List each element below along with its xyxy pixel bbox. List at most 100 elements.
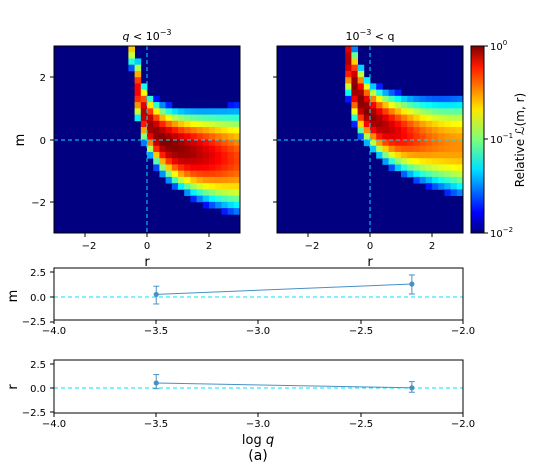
colorbar-tick-label: 100 <box>490 39 507 53</box>
heatmap-cell <box>438 95 445 103</box>
heatmap-cell <box>444 127 451 134</box>
heatmap-cell <box>419 108 427 115</box>
heatmap-cell <box>196 170 204 178</box>
heatmap-cell <box>190 170 197 178</box>
heatmap-cell <box>209 127 216 134</box>
heatmap-cell <box>401 127 408 134</box>
heatmap-cell <box>394 102 402 109</box>
heatmap-cell <box>196 151 204 159</box>
heatmap-cell <box>394 164 402 172</box>
heatmap-cell <box>128 58 135 66</box>
heatmap-cell <box>413 127 420 134</box>
heatmap-cell <box>382 114 389 122</box>
heatmap-cell <box>363 114 371 122</box>
heatmap-cell <box>413 95 420 103</box>
heatmap-cell <box>209 201 216 209</box>
heatmap-cell <box>134 114 142 122</box>
heatmap-cell <box>233 151 241 159</box>
heatmap-cell <box>196 139 204 147</box>
heatmap-cell <box>147 151 154 159</box>
heatmap-cell <box>357 102 365 109</box>
heatmap-cell <box>450 170 458 178</box>
heatmap-cell <box>184 139 191 147</box>
heatmap-cell <box>425 170 433 178</box>
heatmap-cell <box>450 183 458 190</box>
heatmap-panel-high-q: 10−3 < q −2 0 2 r <box>273 28 464 270</box>
heatmap-cell <box>419 95 427 103</box>
heatmap-cell <box>419 158 427 165</box>
heatmap-cell <box>190 151 197 159</box>
heatmap-cell <box>153 133 160 140</box>
heatmap-low-q-ytick-label: 2 <box>40 73 46 84</box>
heatmap-high-q-title: 10−3 < q <box>346 28 395 43</box>
heatmap-cell <box>401 145 408 153</box>
heatmap-low-q-xtick-label: 0 <box>144 241 150 252</box>
r-panel-x-ticks: −4.0 −3.5 −3.0 −2.5 −2.0 <box>42 413 475 430</box>
data-point <box>153 380 159 386</box>
heatmap-cell <box>153 127 160 134</box>
heatmap-cell <box>153 120 160 128</box>
heatmap-cell <box>401 95 408 103</box>
heatmap-cell <box>376 114 383 122</box>
heatmap-cell <box>165 114 173 122</box>
heatmap-cell <box>165 151 173 159</box>
heatmap-cell <box>370 139 377 147</box>
heatmap-cell <box>209 145 216 153</box>
heatmap-cell <box>444 120 451 128</box>
heatmap-cell <box>351 58 358 66</box>
heatmap-cell <box>450 120 458 128</box>
heatmap-cell <box>357 64 365 72</box>
heatmap-cell <box>432 164 439 172</box>
heatmap-cell <box>233 133 241 140</box>
heatmap-cell <box>209 164 216 172</box>
heatmap-cell <box>394 127 402 134</box>
heatmap-cell <box>178 151 185 159</box>
heatmap-cell <box>128 64 135 72</box>
heatmap-cell <box>450 164 458 172</box>
heatmap-cell <box>215 164 222 172</box>
heatmap-cell <box>401 151 408 159</box>
heatmap-cell <box>227 151 235 159</box>
heatmap-cell <box>444 139 451 147</box>
heatmap-cell <box>357 127 365 134</box>
heatmap-cell <box>444 108 451 115</box>
heatmap-low-q-y-ticks: 2 0 −2 <box>31 73 54 209</box>
heatmap-cell <box>153 108 160 115</box>
heatmap-cell <box>227 201 235 209</box>
heatmap-cell <box>159 133 166 140</box>
m-panel-x-ticks: −4.0 −3.5 −3.0 −2.5 −2.0 <box>42 320 475 337</box>
heatmap-cell <box>438 183 445 190</box>
heatmap-cell <box>438 114 445 122</box>
heatmap-cell <box>401 114 408 122</box>
heatmap-cell <box>432 176 439 184</box>
heatmap-cell <box>345 58 352 66</box>
heatmap-cell <box>370 108 377 115</box>
heatmap-cell <box>221 133 228 140</box>
heatmap-cell <box>165 102 173 109</box>
heatmap-cell <box>376 133 383 140</box>
heatmap-cell <box>202 195 210 203</box>
heatmap-cell <box>165 164 173 172</box>
heatmap-cell <box>370 127 377 134</box>
heatmap-cell <box>227 114 235 122</box>
heatmap-cell <box>134 102 142 109</box>
heatmap-cell <box>425 114 433 122</box>
heatmap-cell <box>351 83 358 91</box>
heatmap-cell <box>202 176 210 184</box>
heatmap-cell <box>184 158 191 165</box>
heatmap-cell <box>413 133 420 140</box>
heatmap-cell <box>388 158 396 165</box>
heatmap-cell <box>202 201 210 209</box>
heatmap-cell <box>134 83 142 91</box>
heatmap-low-q-ytick-label: 0 <box>40 136 46 147</box>
heatmap-cell <box>190 164 197 172</box>
heatmap-cell <box>196 145 204 153</box>
heatmap-cell <box>215 133 222 140</box>
heatmap-high-q-xlabel: r <box>367 255 373 270</box>
heatmap-cell <box>233 201 241 209</box>
heatmap-cell <box>407 164 414 172</box>
heatmap-cell <box>407 108 414 115</box>
heatmap-cell <box>159 108 166 115</box>
heatmap-cell <box>140 139 148 147</box>
heatmap-cell <box>233 164 241 172</box>
